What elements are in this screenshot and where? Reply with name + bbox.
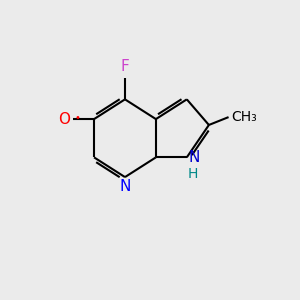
Text: F: F <box>121 59 129 74</box>
Text: •: • <box>75 113 81 124</box>
Text: N: N <box>119 178 131 194</box>
Text: H: H <box>188 167 199 181</box>
Text: O: O <box>58 112 70 127</box>
Text: CH₃: CH₃ <box>232 110 257 124</box>
Text: N: N <box>188 150 200 165</box>
